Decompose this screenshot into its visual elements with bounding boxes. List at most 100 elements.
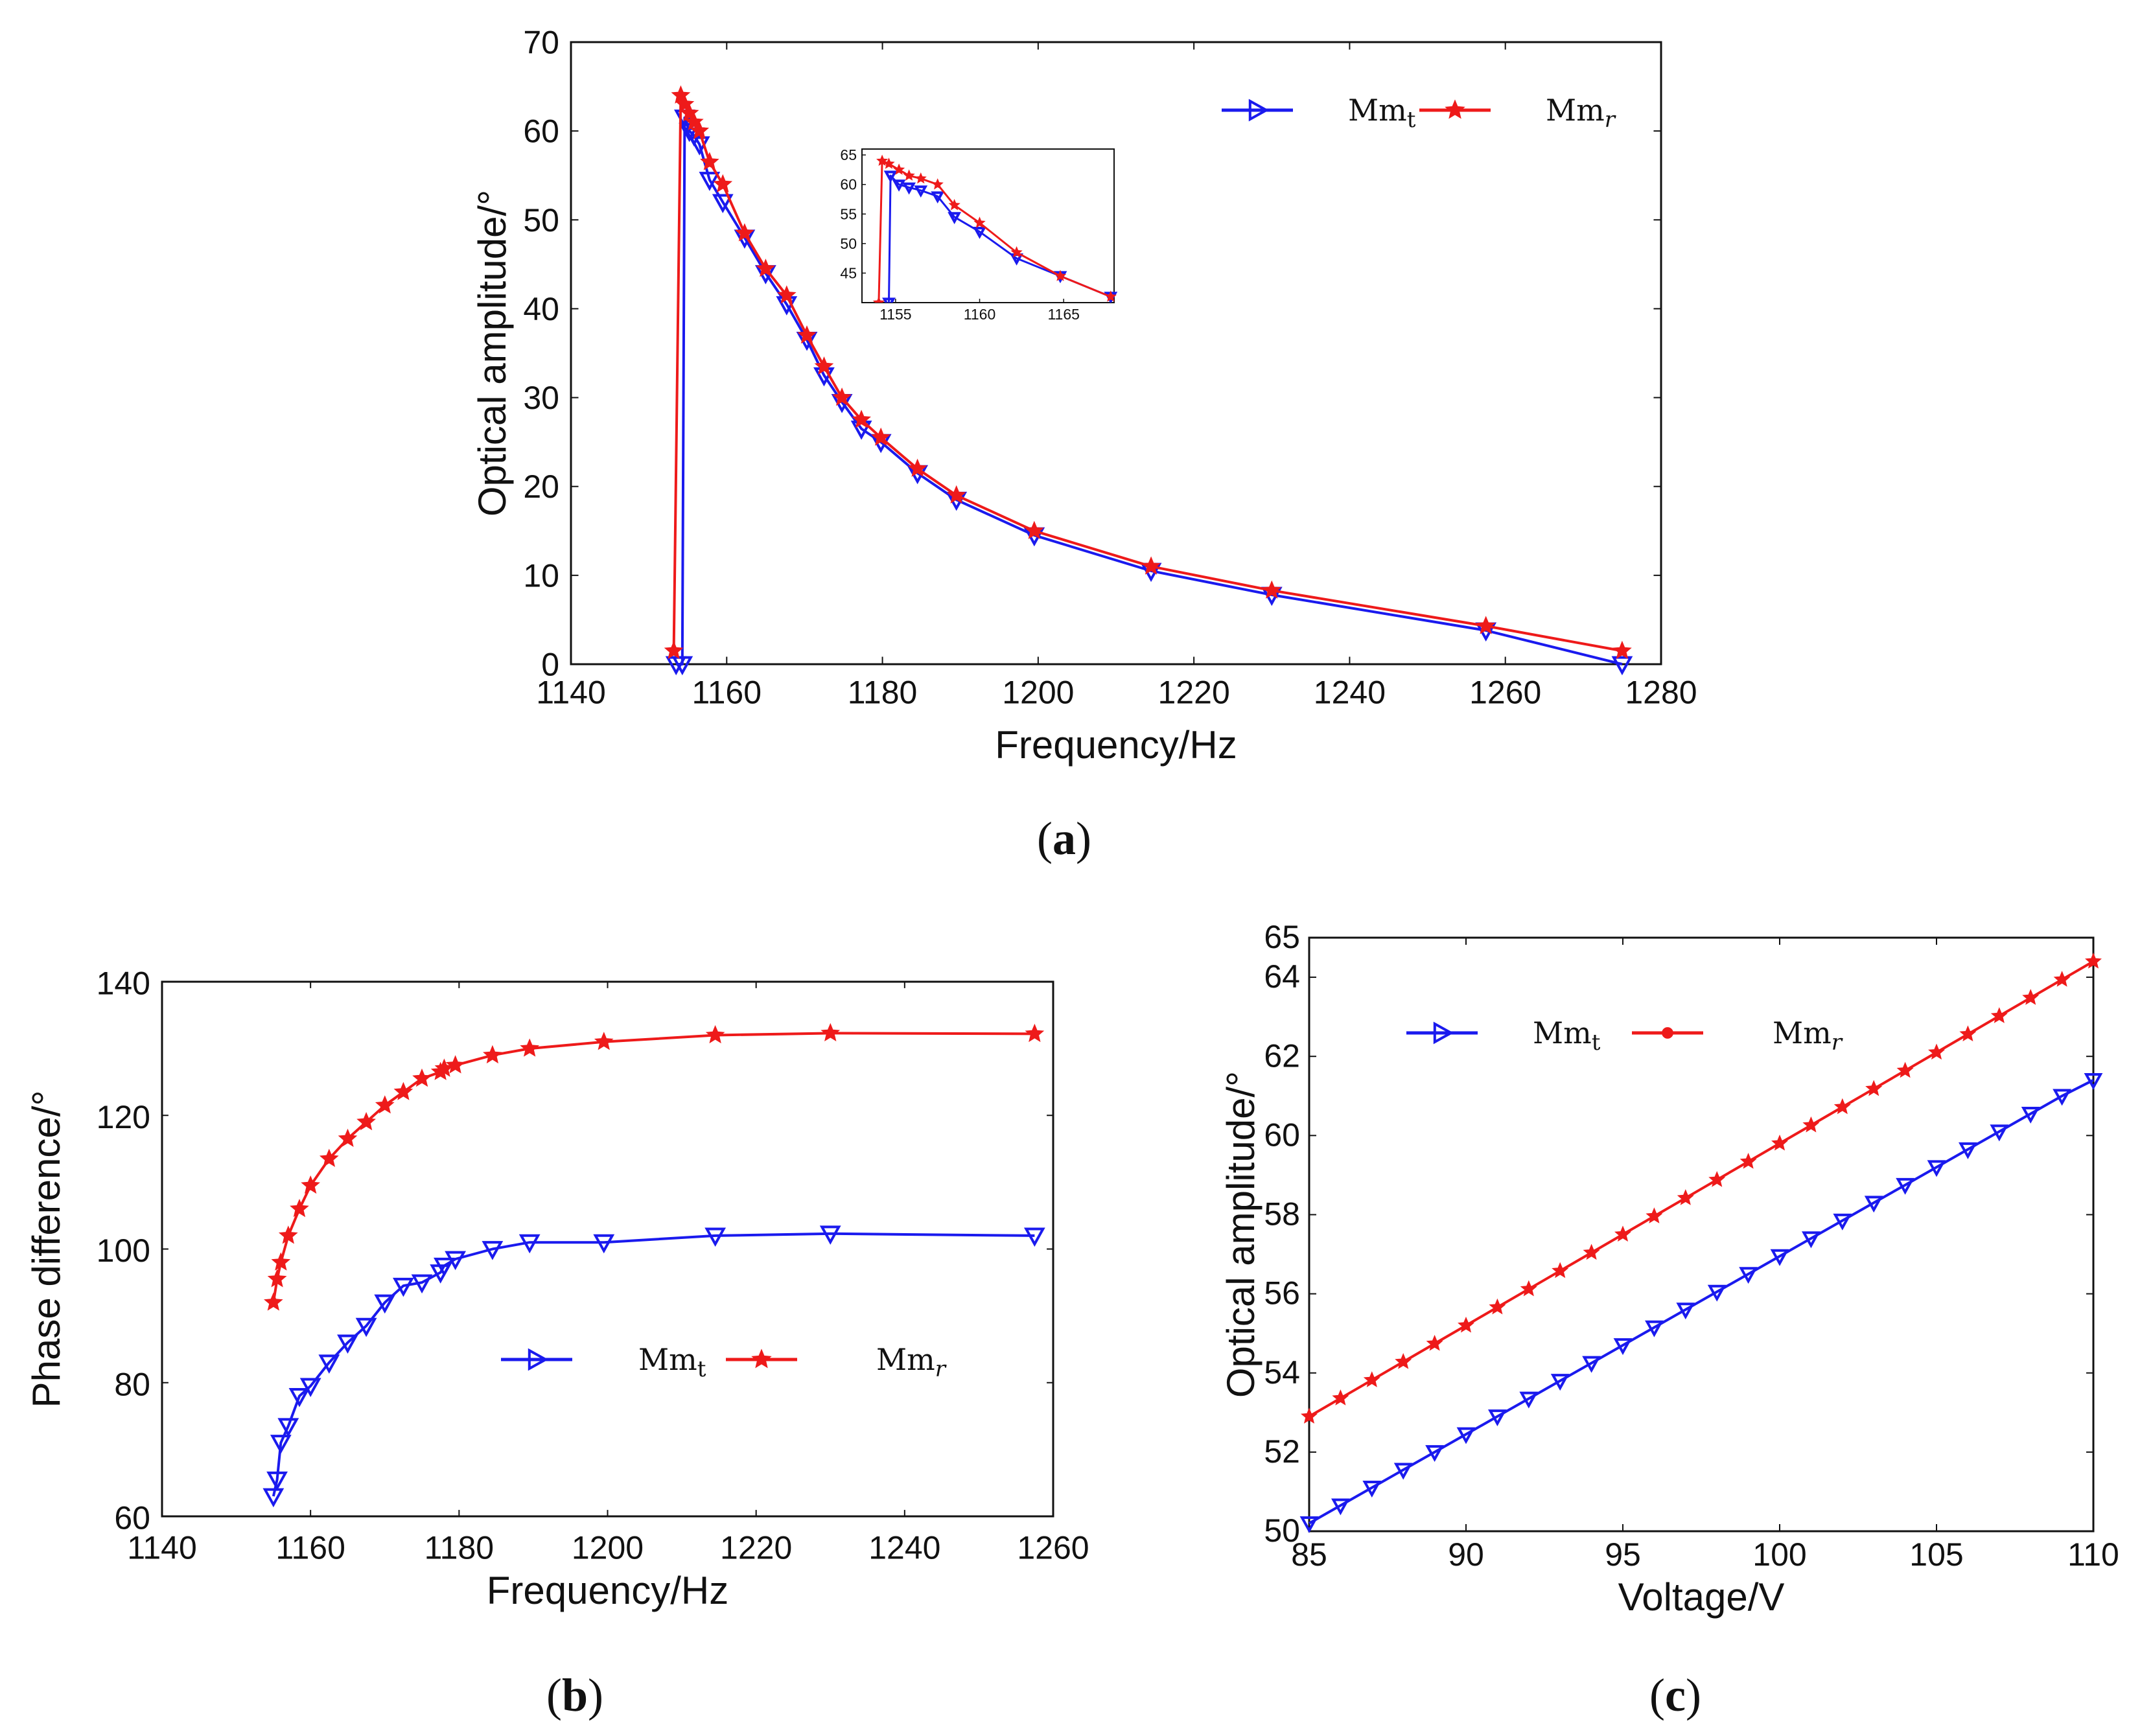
chart-b-legend-label-base: Mm bbox=[638, 1342, 697, 1377]
chart-a-y-tick-label: 20 bbox=[523, 469, 559, 505]
chart-a-inset-x-tick-label: 1155 bbox=[879, 306, 911, 323]
chart-b-series-line-mmt bbox=[272, 1232, 1035, 1497]
chart-b-data-point-mmr bbox=[290, 1198, 309, 1218]
chart-c-data-point-mmr bbox=[1677, 1189, 1694, 1205]
chart-c-data-point-mmt bbox=[1990, 1124, 2009, 1142]
chart-c-legend-marker-mmr bbox=[1662, 1027, 1673, 1039]
chart-b-data-point-mmr bbox=[319, 1148, 339, 1167]
chart-c-data-point-mmr bbox=[1395, 1352, 1412, 1369]
chart-panel-a: 1140 1160 1180 1200 1220 1240 1260 1280 0 10 20 30 4… bbox=[471, 25, 1697, 865]
chart-a-data-point-mmt bbox=[671, 656, 693, 676]
chart-c-data-point-mmr bbox=[1771, 1134, 1788, 1151]
chart-b-data-point-mmt bbox=[277, 1418, 299, 1437]
chart-a-data-point-mmr bbox=[1612, 640, 1632, 659]
chart-c-data-point-mmr bbox=[1990, 1007, 2008, 1023]
chart-a-inset-data-point-mmr bbox=[948, 199, 960, 211]
chart-b-data-point-mmt bbox=[704, 1227, 727, 1247]
chart-c-data-point-mmr bbox=[1583, 1244, 1600, 1260]
chart-c-data-point-mmt bbox=[1456, 1427, 1476, 1444]
chart-a-inset-y-tick-label: 60 bbox=[840, 176, 857, 193]
chart-a-inset-data-point-mmr bbox=[914, 172, 927, 184]
chart-b-x-tick-label: 1140 bbox=[127, 1530, 197, 1566]
chart-b-legend-marker-mmr bbox=[751, 1348, 772, 1369]
chart-a-inset-data-point-mmt bbox=[902, 182, 916, 195]
chart-a-inset-data-point-mmr bbox=[931, 178, 944, 190]
chart-b-y-tick-label: 140 bbox=[97, 966, 150, 1002]
chart-c-data-point-mmt bbox=[1896, 1177, 1914, 1195]
chart-c-caption-close: ) bbox=[1686, 1669, 1701, 1721]
chart-b-legend-label-mmt: Mmt bbox=[638, 1342, 706, 1382]
chart-c-data-point-mmt bbox=[2053, 1089, 2071, 1106]
chart-c-y-tick-label: 62 bbox=[1264, 1037, 1300, 1074]
chart-c-data-point-mmt bbox=[1582, 1356, 1601, 1373]
chart-c-x-tick-label: 105 bbox=[1909, 1536, 1963, 1573]
chart-a-inset-data-point-mmt bbox=[883, 170, 898, 183]
chart-c-data-point-mmr bbox=[1426, 1334, 1443, 1351]
chart-b-x-tick-label: 1180 bbox=[425, 1530, 494, 1566]
chart-a-series-markers-mmr bbox=[664, 85, 1632, 659]
chart-b-caption: (b) bbox=[546, 1669, 603, 1721]
chart-b-data-point-mmr bbox=[705, 1024, 725, 1044]
chart-c-data-point-mmt bbox=[1550, 1374, 1570, 1391]
chart-a-inset-data-point-mmt bbox=[973, 227, 986, 239]
chart-b-y-tick-label: 100 bbox=[97, 1233, 150, 1269]
chart-a-legend-marker-mmr bbox=[1445, 99, 1465, 119]
chart-c-series-markers-mmt bbox=[1299, 1073, 2103, 1533]
chart-a-data-point-mmr bbox=[1262, 580, 1282, 599]
chart-c-data-point-mmt bbox=[1927, 1160, 1946, 1177]
chart-a-data-point-mmr bbox=[756, 259, 776, 277]
chart-b-data-point-mmt bbox=[288, 1387, 310, 1407]
chart-a-caption-letter: a bbox=[1053, 813, 1076, 864]
chart-a-inset-data-point-mmr bbox=[1054, 270, 1067, 281]
chart-b-y-tick-label: 80 bbox=[114, 1366, 150, 1402]
chart-b-data-point-mmr bbox=[445, 1055, 465, 1074]
chart-b-plot-frame bbox=[161, 980, 1054, 1518]
chart-a-legend-label-mmr: Mmr bbox=[1546, 93, 1616, 133]
chart-b-data-point-mmr bbox=[356, 1111, 376, 1131]
chart-a-x-tick-label: 1280 bbox=[1625, 675, 1697, 711]
chart-a-inset-y-tick-label: 50 bbox=[840, 235, 857, 252]
chart-a-legend-label-base: Mm bbox=[1348, 93, 1407, 128]
chart-c-data-point-mmt bbox=[1613, 1338, 1633, 1356]
chart-c-caption-open: ( bbox=[1649, 1669, 1665, 1721]
chart-c-data-point-mmr bbox=[1802, 1116, 1820, 1133]
chart-a-data-point-mmr bbox=[735, 223, 754, 242]
chart-b-data-point-mmt bbox=[299, 1378, 321, 1398]
chart-b-data-point-mmr bbox=[271, 1252, 291, 1271]
chart-b-data-point-mmr bbox=[338, 1128, 358, 1148]
chart-a-inset-data-point-mmr bbox=[903, 169, 915, 181]
chart-a-inset: 1155 1160 1165 45 50 55 60 65 bbox=[840, 146, 1118, 323]
chart-a-caption-open: ( bbox=[1037, 813, 1053, 864]
chart-c-data-point-mmr bbox=[1646, 1207, 1663, 1223]
chart-c-data-point-mmr bbox=[1833, 1098, 1851, 1115]
chart-b-legend-label-sub: r bbox=[935, 1356, 947, 1382]
chart-a-data-point-mmt bbox=[679, 122, 701, 143]
chart-b-data-point-mmt bbox=[593, 1234, 615, 1254]
chart-b-data-point-mmr bbox=[520, 1038, 540, 1057]
chart-a-data-point-mmr bbox=[907, 458, 927, 477]
chart-b-legend-label-base: Mm bbox=[876, 1342, 935, 1377]
chart-c-legend-label-mmt: Mmt bbox=[1533, 1015, 1601, 1056]
chart-a-x-axis-title: Frequency/Hz bbox=[995, 723, 1237, 767]
chart-c-legend-label-base: Mm bbox=[1533, 1015, 1592, 1050]
chart-b-data-point-mmr bbox=[594, 1032, 614, 1050]
chart-c-data-point-mmr bbox=[1896, 1061, 1914, 1078]
chart-b-data-point-mmt bbox=[482, 1241, 504, 1260]
chart-c-y-tick-label: 50 bbox=[1264, 1512, 1300, 1549]
chart-a-inset-frame bbox=[861, 148, 1115, 303]
chart-a-inset-x-tick-label: 1160 bbox=[964, 306, 995, 323]
chart-a-y-tick-label: 60 bbox=[523, 113, 559, 150]
chart-c-data-point-mmr bbox=[1552, 1262, 1569, 1279]
chart-c-series-line-mmr bbox=[1308, 960, 2095, 1418]
chart-a-inset-data-point-mmr bbox=[883, 157, 895, 169]
chart-a-data-point-mmr bbox=[871, 427, 890, 446]
chart-a-data-point-mmr bbox=[852, 410, 871, 428]
chart-a-inset-data-point-mmr bbox=[876, 154, 889, 166]
chart-a-inset-data-point-mmt bbox=[892, 179, 906, 192]
chart-a-x-tick-label: 1140 bbox=[536, 675, 606, 711]
chart-a-data-point-mmr bbox=[776, 285, 797, 304]
chart-a-data-point-mmt bbox=[699, 172, 721, 191]
chart-a-legend-label-sub: t bbox=[1407, 107, 1416, 133]
chart-a-x-tick-label: 1200 bbox=[1002, 675, 1074, 711]
